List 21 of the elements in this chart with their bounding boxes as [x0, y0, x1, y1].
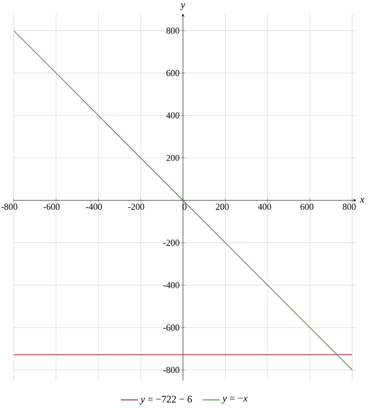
x-tick-label: 800 [342, 204, 356, 210]
x-tick-label: -800 [1, 204, 18, 210]
x-tick-label: 200 [216, 204, 229, 210]
x-tick-label: 600 [300, 204, 314, 210]
x-tick-label: -400 [86, 204, 102, 210]
x-tick-label: 400 [258, 204, 272, 210]
y-tick-label: 600 [166, 70, 180, 76]
legend-label: y = −x [222, 396, 248, 404]
y-tick-label: 200 [166, 154, 180, 161]
legend-label: y = −722 − 6 [140, 396, 192, 405]
x-axis-title: x [360, 198, 364, 203]
x-tick-label: -600 [44, 204, 60, 210]
y-tick-label: 800 [166, 28, 180, 34]
y-tick-label: -800 [163, 366, 180, 374]
x-tick-label: 0 [182, 204, 187, 210]
y-axis-title: y [180, 3, 186, 10]
y-tick-label: 400 [166, 112, 180, 119]
y-tick-label: -200 [163, 240, 180, 246]
y-tick-label: -400 [163, 282, 180, 288]
x-tick-label: -200 [128, 204, 144, 210]
y-tick-label: -600 [163, 324, 180, 331]
